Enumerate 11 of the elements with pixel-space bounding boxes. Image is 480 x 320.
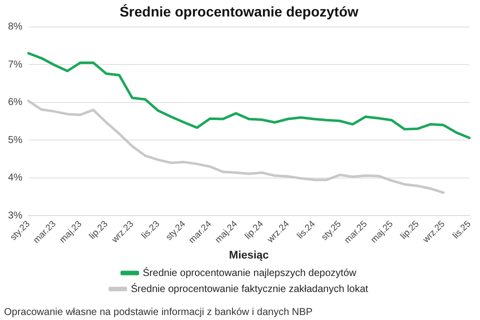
legend-label: Średnie oprocentowanie najlepszych depozytów	[142, 266, 358, 279]
y-tick-label: 3%	[8, 210, 23, 222]
x-axis-title: Miesiąc	[229, 249, 269, 262]
y-tick-label: 6%	[8, 97, 23, 108]
y-tick-label: 7%	[8, 59, 23, 70]
y-tick-label: 4%	[8, 172, 23, 184]
chart-title: Średnie oprocentowanie depozytów	[120, 3, 359, 20]
y-tick-label: 8%	[8, 22, 23, 33]
text: Opracowanie własne na podstawie informacji z banków i danych NBP	[4, 306, 313, 318]
y-tick-label: 5%	[8, 134, 23, 146]
legend-label: Średnie oprocentowanie faktycznie zakładanych lokat	[130, 282, 368, 295]
